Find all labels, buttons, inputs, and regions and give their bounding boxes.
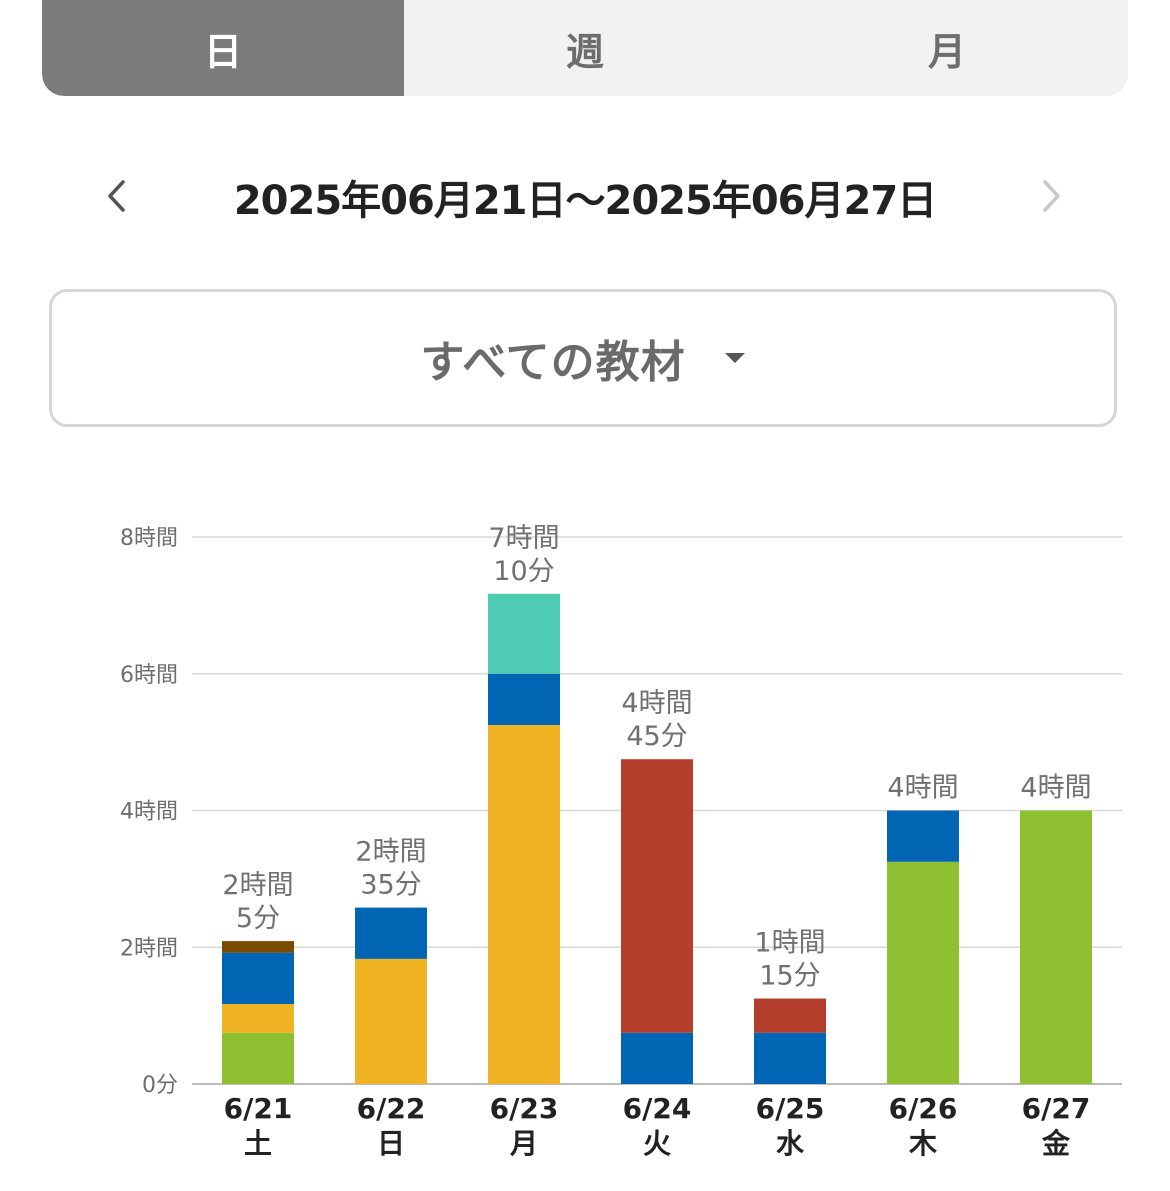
tab-week[interactable]: 週	[565, 29, 604, 74]
caret-down-icon	[724, 353, 745, 363]
bar-total-label: 45分	[626, 721, 687, 752]
bar-segment	[222, 941, 294, 953]
bar-total-label: 35分	[360, 870, 421, 901]
y-tick-label: 6時間	[120, 663, 178, 688]
bar-segment	[355, 907, 427, 959]
y-tick-label: 4時間	[120, 800, 178, 825]
bar-segment	[488, 673, 560, 726]
bar-total-label: 10分	[493, 556, 554, 587]
period-tabs: 日 週 月	[42, 0, 1128, 96]
x-tick-weekday: 金	[1041, 1127, 1071, 1160]
bar-segment	[621, 1032, 693, 1084]
x-tick-date: 6/26	[889, 1092, 958, 1125]
bar-segment	[355, 958, 427, 1084]
bar-segment	[621, 759, 693, 1033]
x-tick-date: 6/24	[623, 1092, 692, 1125]
x-tick-date: 6/23	[490, 1092, 559, 1125]
y-tick-label: 0分	[142, 1073, 178, 1098]
y-tick-label: 2時間	[120, 936, 178, 961]
x-tick-weekday: 土	[244, 1127, 272, 1160]
previous-period-button[interactable]	[96, 174, 140, 218]
next-period-button[interactable]	[1028, 174, 1072, 218]
bar-segment	[222, 952, 294, 1005]
y-tick-label: 8時間	[120, 526, 178, 551]
chevron-left-icon	[108, 180, 125, 212]
x-tick-weekday: 水	[776, 1127, 805, 1160]
bar-total-label: 7時間	[488, 523, 559, 554]
bar-segment	[222, 1004, 294, 1033]
bar-total-label: 4時間	[887, 773, 958, 804]
x-tick-weekday: 日	[377, 1127, 405, 1160]
study-time-chart: 0分2時間4時間6時間8時間2時間5分6/21土2時間35分6/22日7時間10…	[120, 523, 1122, 1160]
x-tick-weekday: 木	[908, 1127, 937, 1160]
chevron-right-icon	[1043, 180, 1060, 212]
bar-segment	[754, 998, 826, 1033]
tab-day[interactable]: 日	[42, 0, 404, 96]
bar-segment	[754, 1032, 826, 1084]
material-filter-dropdown[interactable]: すべての教材	[49, 289, 1117, 427]
tab-month[interactable]: 月	[927, 29, 966, 74]
bar-segment	[1020, 810, 1092, 1084]
x-tick-date: 6/25	[756, 1092, 825, 1125]
bar-total-label: 2時間	[355, 837, 426, 868]
bar-segment	[887, 861, 959, 1084]
material-filter-label: すべての教材	[420, 337, 686, 388]
bar-segment	[887, 810, 959, 862]
bar-total-label: 15分	[759, 961, 820, 992]
date-range-navigator: 2025年06月21日〜2025年06月27日	[0, 150, 1170, 240]
x-tick-weekday: 火	[643, 1127, 671, 1160]
bar-total-label: 5分	[236, 903, 280, 934]
date-range-label: 2025年06月21日〜2025年06月27日	[233, 178, 937, 224]
x-tick-date: 6/21	[224, 1092, 293, 1125]
bar-segment	[488, 725, 560, 1084]
bar-total-label: 1時間	[754, 928, 825, 959]
bar-total-label: 4時間	[621, 688, 692, 719]
bar-total-label: 4時間	[1020, 773, 1091, 804]
x-tick-weekday: 月	[509, 1127, 538, 1160]
bar-segment	[488, 593, 560, 674]
x-tick-date: 6/22	[357, 1092, 426, 1125]
bar-segment	[222, 1032, 294, 1084]
x-tick-date: 6/27	[1022, 1092, 1091, 1125]
bar-total-label: 2時間	[222, 870, 293, 901]
